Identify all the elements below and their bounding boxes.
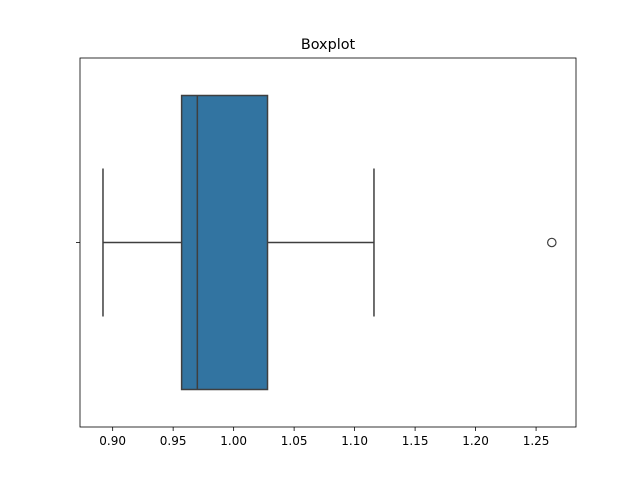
x-tick-label: 1.25 — [523, 434, 550, 448]
x-tick-label: 0.95 — [160, 434, 187, 448]
x-tick-label: 1.00 — [220, 434, 247, 448]
plot-area: 0.90 0.95 1.00 1.05 1.10 1.15 1.20 1.25 — [76, 57, 577, 448]
x-tick-label: 1.10 — [341, 434, 368, 448]
chart-title: Boxplot — [301, 37, 356, 53]
outlier-point — [547, 237, 557, 248]
x-tick-label: 1.15 — [402, 434, 429, 448]
x-tick-label: 0.90 — [99, 434, 126, 448]
x-tick-label: 1.20 — [462, 434, 489, 448]
box-iqr — [180, 94, 269, 391]
x-tick-label: 1.05 — [281, 434, 308, 448]
